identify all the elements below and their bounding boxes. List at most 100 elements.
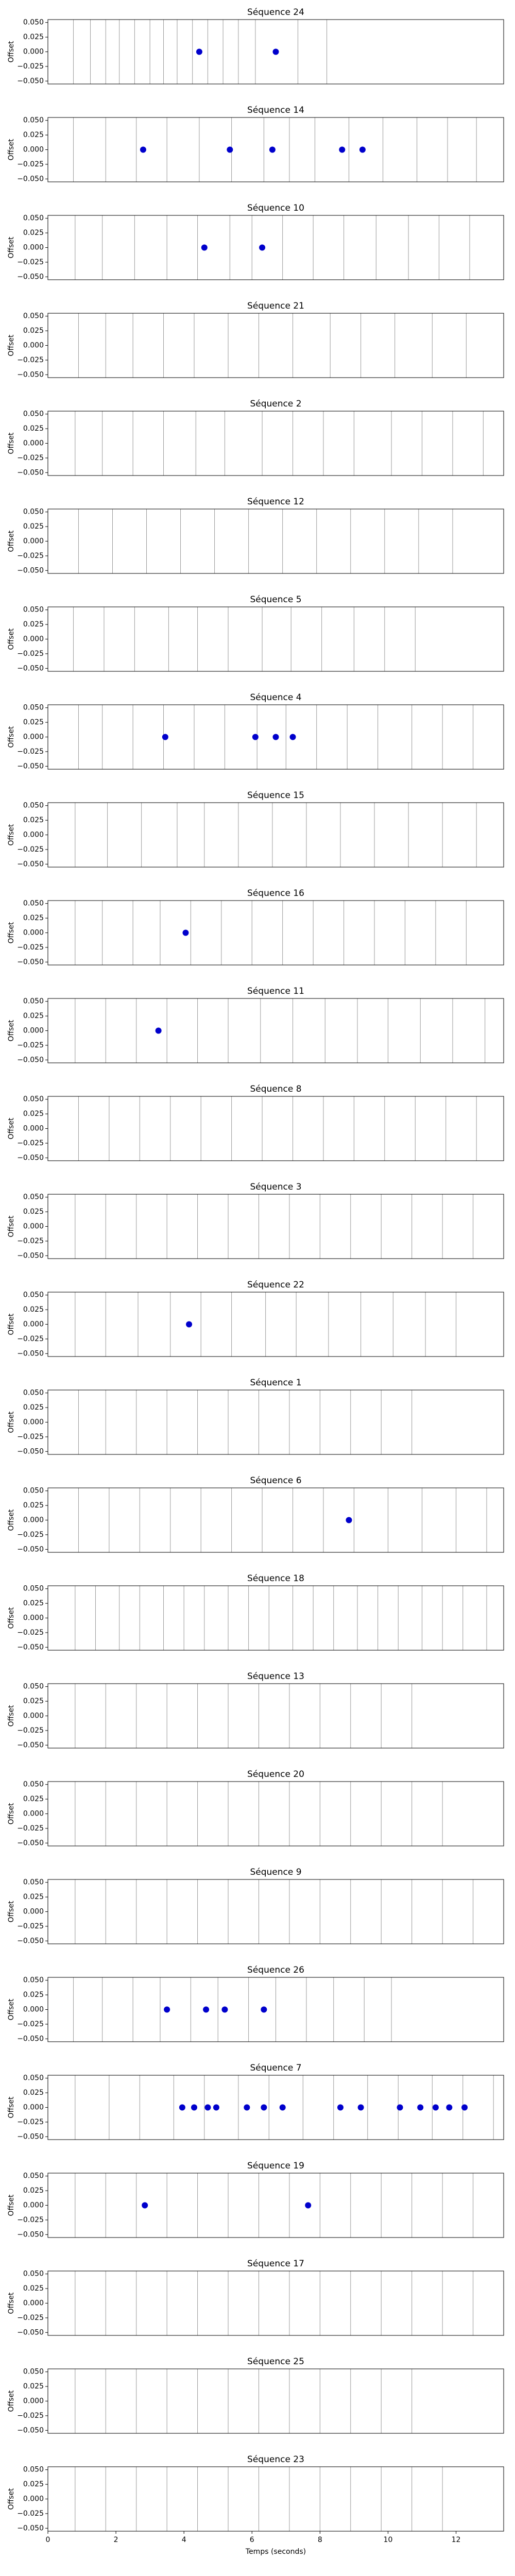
y-tick-label: −0.025 [17,845,44,854]
y-tick-label: −0.025 [17,748,44,756]
axes-frame [47,2173,504,2238]
y-axis-label: Offset [7,2292,15,2314]
point [446,2104,453,2111]
y-tick-label: −0.025 [17,1531,44,1539]
y-tick-label: 0.000 [23,1125,44,1133]
y-axis-label: Offset [7,334,15,357]
y-tick-label: −0.025 [17,1922,44,1930]
point [213,2104,219,2111]
subplot-title: Séquence 20 [247,1769,304,1780]
point [140,146,146,153]
subplot-title: Séquence 18 [247,1573,304,1584]
point [279,2104,286,2111]
y-tick-label: 0.025 [23,2284,44,2293]
y-axis-label: Offset [7,139,15,161]
point [397,2104,403,2111]
y-tick-label: 0.000 [23,146,44,154]
axes-frame [47,802,504,868]
y-tick-label: 0.050 [23,1095,44,1104]
subplot-title: Séquence 14 [247,105,304,115]
y-axis-label: Offset [7,1705,15,1727]
subplot-title: Séquence 10 [247,203,304,213]
y-tick-label: −0.050 [17,77,44,85]
axes-frame [47,998,504,1063]
y-tick-label: −0.050 [17,370,44,379]
y-tick-label: 0.025 [23,2187,44,2195]
y-tick-label: −0.025 [17,356,44,364]
y-axis-label: Offset [7,432,15,454]
y-tick-label: −0.025 [17,1139,44,1147]
y-axis-label: Offset [7,1803,15,1825]
y-tick-label: −0.025 [17,160,44,168]
point [259,244,266,251]
y-tick-label: 0.000 [23,1223,44,1231]
x-tick-label: 6 [250,2536,254,2544]
y-tick-label: 0.000 [23,1908,44,1916]
axes-frame [47,117,504,182]
y-tick-label: 0.050 [23,1878,44,1887]
y-tick-label: 0.050 [23,312,44,320]
subplot-title: Séquence 19 [247,2161,304,2171]
y-tick-label: 0.050 [23,410,44,418]
x-tick-label: 12 [452,2536,461,2544]
y-axis-label: Offset [7,1020,15,1042]
y-tick-label: −0.050 [17,175,44,183]
point [269,146,276,153]
axes-frame [47,704,504,770]
y-tick-label: 0.050 [23,1487,44,1495]
y-tick-label: 0.025 [23,2480,44,2488]
axes-frame [47,509,504,574]
axes-frame [47,1879,504,1944]
subplot-title: Séquence 24 [247,7,304,18]
subplot-title: Séquence 7 [250,2063,301,2073]
subplot-title: Séquence 22 [247,1280,304,1290]
subplot-title: Séquence 6 [250,1476,301,1486]
point [155,1027,162,1034]
subplot-title: Séquence 3 [250,1182,301,1192]
y-tick-label: −0.025 [17,2412,44,2420]
subplot-title: Séquence 25 [247,2357,304,2367]
y-tick-label: 0.050 [23,704,44,712]
y-axis-label: Offset [7,1509,15,1531]
point [182,929,189,936]
y-tick-label: −0.050 [17,1251,44,1260]
y-axis-label: Offset [7,824,15,846]
x-tick-label: 8 [318,2536,322,2544]
y-tick-label: −0.025 [17,2510,44,2518]
point [305,2202,312,2209]
y-tick-label: −0.025 [17,2020,44,2028]
y-axis-label: Offset [7,1215,15,1238]
subplot-title: Séquence 26 [247,1965,304,1975]
point [201,244,208,251]
subplot-title: Séquence 23 [247,2454,304,2465]
y-tick-label: −0.025 [17,258,44,266]
axes-frame [47,1096,504,1161]
axes-frame [47,215,504,280]
y-tick-label: 0.000 [23,831,44,839]
y-axis-label: Offset [7,1313,15,1335]
point [272,48,279,55]
y-tick-label: 0.000 [23,1516,44,1524]
y-tick-label: 0.025 [23,1012,44,1020]
y-tick-label: 0.000 [23,929,44,937]
y-tick-label: −0.050 [17,2035,44,2043]
y-tick-label: −0.050 [17,566,44,574]
y-tick-label: −0.050 [17,664,44,672]
y-tick-label: −0.050 [17,762,44,770]
axes-frame [47,1292,504,1357]
y-tick-label: 0.025 [23,620,44,629]
y-tick-label: −0.050 [17,273,44,281]
y-tick-label: 0.050 [23,2270,44,2278]
y-tick-label: 0.000 [23,1810,44,1818]
y-tick-label: 0.025 [23,522,44,531]
y-tick-label: 0.000 [23,342,44,350]
point [221,2006,228,2013]
y-tick-label: 0.025 [23,131,44,139]
point [179,2104,185,2111]
y-tick-label: −0.050 [17,958,44,966]
y-tick-label: 0.000 [23,2299,44,2308]
y-tick-label: 0.000 [23,635,44,643]
axes-frame [47,2368,504,2434]
axes-frame [47,2075,504,2140]
